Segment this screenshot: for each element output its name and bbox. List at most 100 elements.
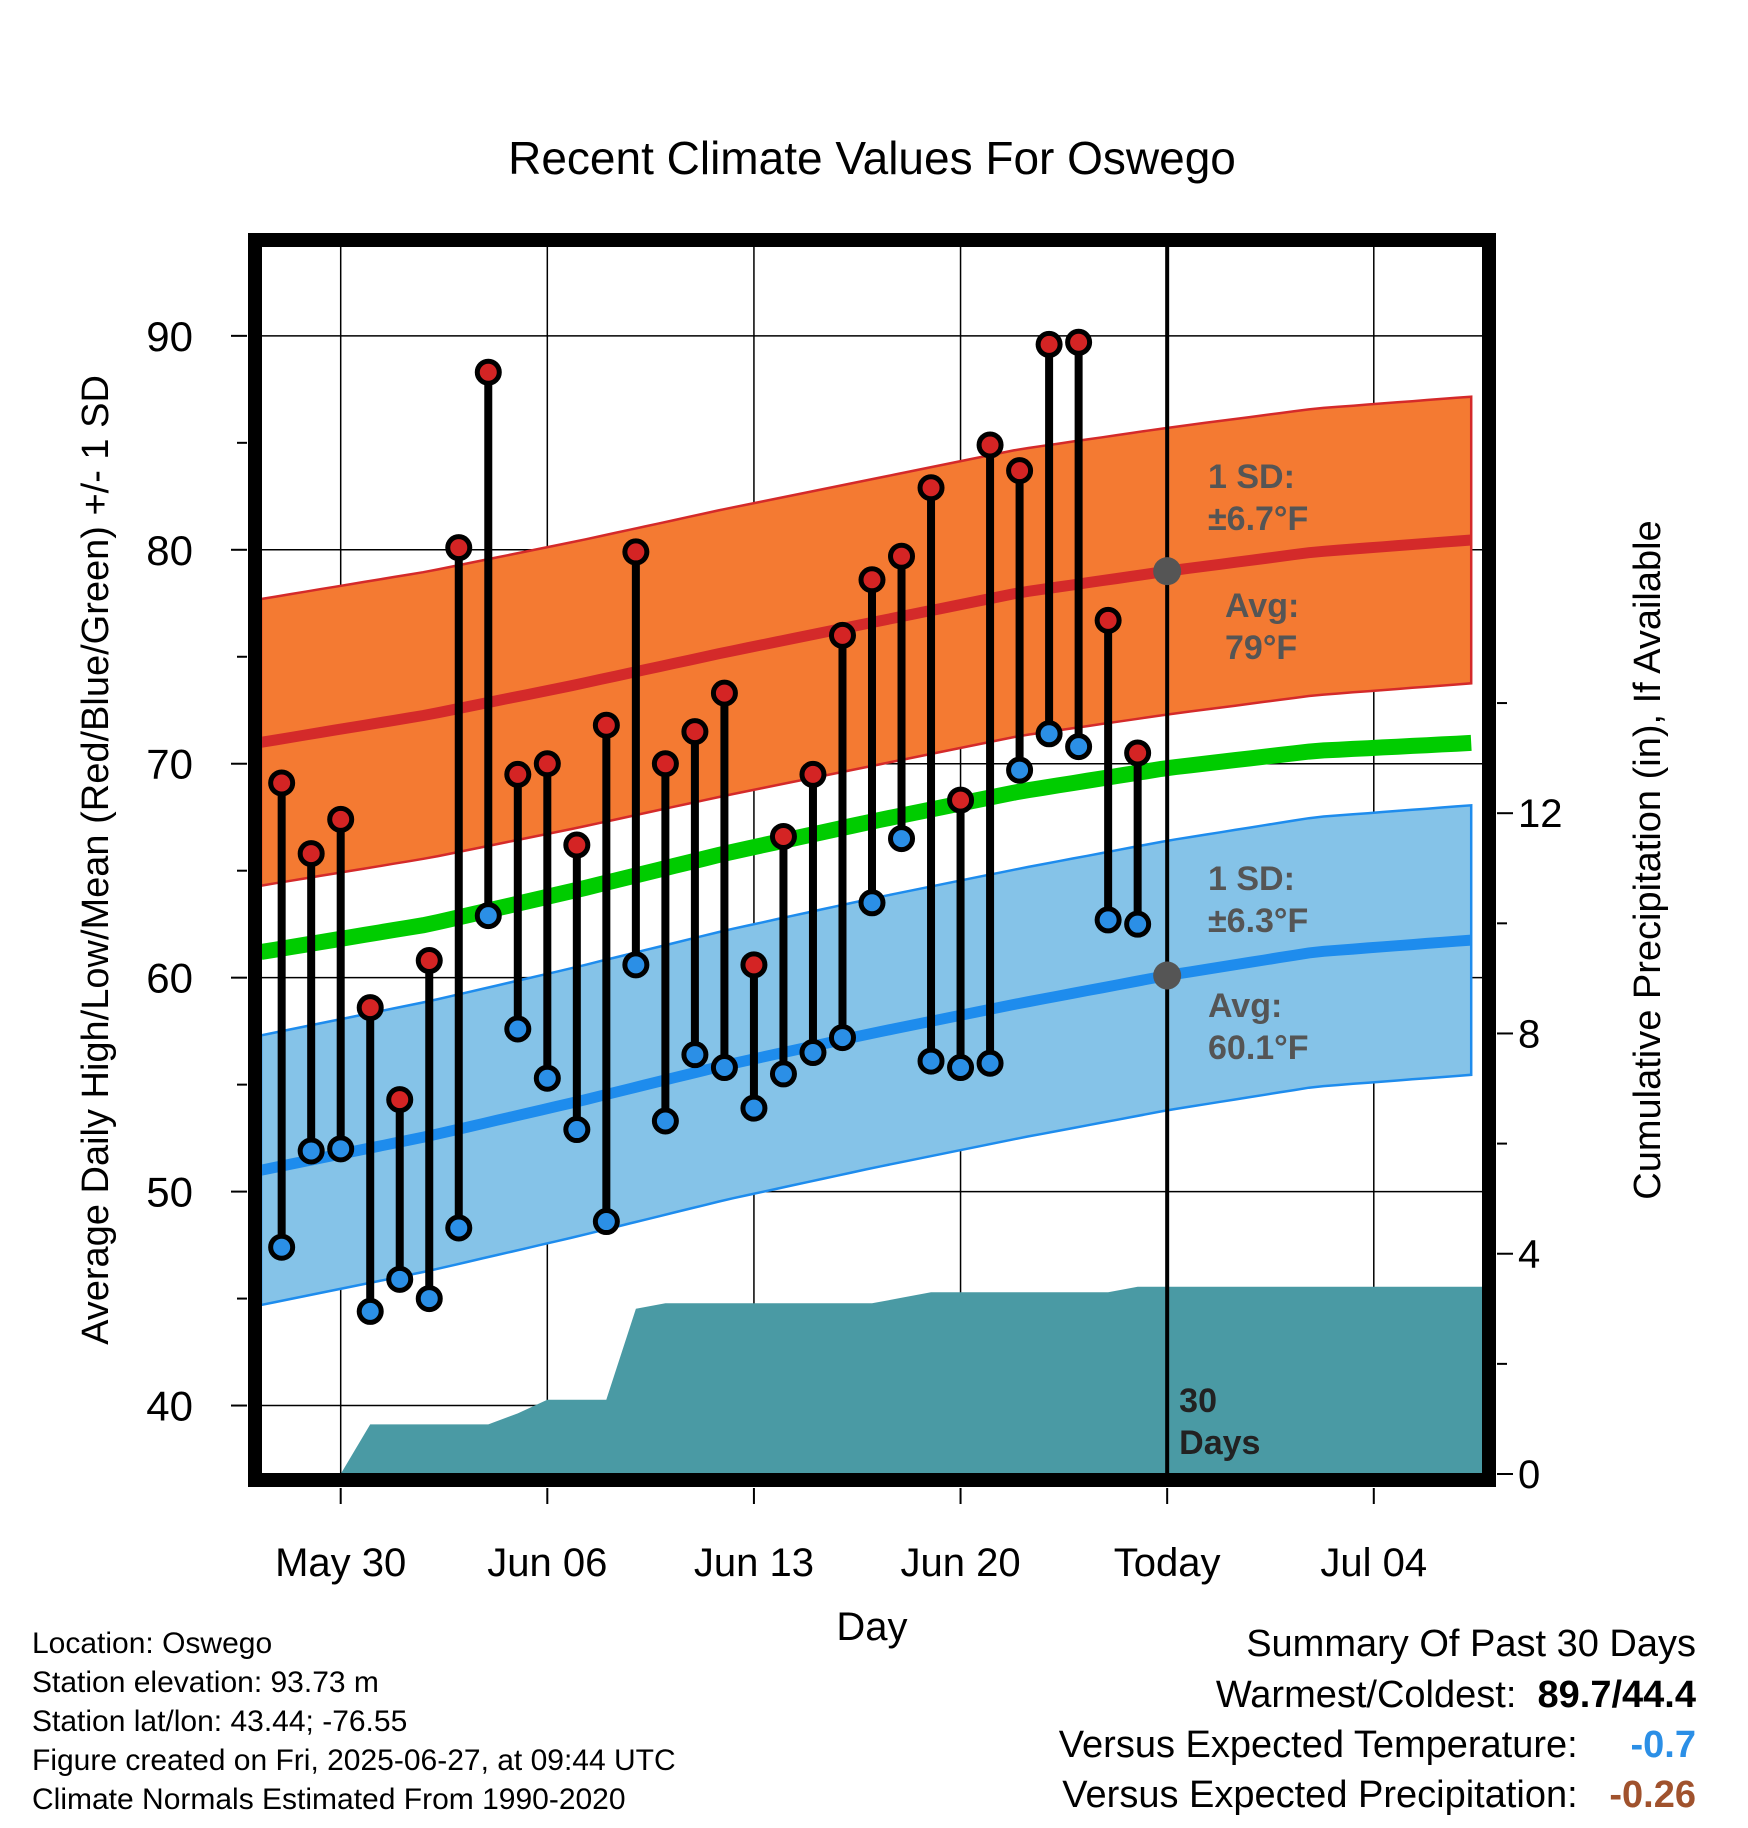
- daily-low-point: [268, 1233, 296, 1261]
- today-avg-low-marker: [1153, 961, 1182, 990]
- daily-low-point: [386, 1265, 414, 1293]
- daily-high-point: [681, 718, 709, 746]
- elevation-text: Station elevation: 93.73 m: [32, 1666, 379, 1699]
- y2-axis-label: Cumulative Precipitation (in), If Availa…: [1627, 520, 1669, 1199]
- daily-low-point: [1124, 910, 1152, 938]
- daily-high-point: [976, 431, 1004, 459]
- daily-low-point: [622, 951, 650, 979]
- daily-high-point: [592, 711, 620, 739]
- daily-low-point: [947, 1054, 975, 1082]
- high-avg-value: 79°F: [1225, 629, 1297, 667]
- daily-low-point: [504, 1015, 532, 1043]
- normals-period-text: Climate Normals Estimated From 1990-2020: [32, 1783, 626, 1816]
- daily-low-point: [858, 889, 886, 917]
- daily-high-point: [769, 822, 797, 850]
- precipitation-area: [261, 1286, 1483, 1474]
- daily-high-point: [1094, 606, 1122, 634]
- y2-tick-label: 4: [1518, 1233, 1540, 1277]
- daily-high-point: [533, 750, 561, 778]
- temperature-departure-label: Versus Expected Temperature:: [1058, 1724, 1578, 1766]
- x-tick-label: Jul 04: [1320, 1541, 1427, 1585]
- daily-low-point: [327, 1135, 355, 1163]
- axes-layer: 40 50 60 70 80 90 0 4 8 12 May 30 Jun 06 Jun 13 Jun 2…: [146, 233, 1563, 1585]
- x-tick-label: Jun 06: [487, 1541, 607, 1585]
- daily-low-point: [1035, 720, 1063, 748]
- today-days-label-2: Days: [1179, 1424, 1260, 1462]
- y-tick-label: 50: [146, 1169, 193, 1216]
- created-text: Figure created on Fri, 2025-06-27, at 09…: [32, 1744, 676, 1777]
- daily-low-point: [1094, 906, 1122, 934]
- daily-high-point: [858, 566, 886, 594]
- daily-low-point: [888, 825, 916, 853]
- daily-low-point: [1006, 756, 1034, 784]
- daily-high-point: [888, 542, 916, 570]
- daily-low-point: [474, 902, 502, 930]
- daily-high-point: [947, 786, 975, 814]
- plot-frame: [248, 233, 1496, 1487]
- summary-warmest-coldest: Warmest/Coldest: 89.7/44.4: [1216, 1675, 1696, 1715]
- precipitation-departure-value: -0.26: [1609, 1774, 1696, 1816]
- location-text: Location: Oswego: [32, 1627, 273, 1660]
- daily-range-layer: [268, 328, 1152, 1325]
- daily-high-point: [445, 534, 473, 562]
- latlon-text: Station lat/lon: 43.44; -76.55: [32, 1705, 408, 1738]
- x-tick-label: May 30: [275, 1541, 406, 1585]
- x-axis-label: Day: [836, 1605, 907, 1649]
- daily-high-point: [474, 358, 502, 386]
- daily-low-point: [533, 1064, 561, 1092]
- daily-low-point: [828, 1024, 856, 1052]
- low-sd-value: ±6.3°F: [1208, 902, 1308, 940]
- x-tick-label: Jun 20: [900, 1541, 1020, 1585]
- summary-precipitation: Versus Expected Precipitation: -0.26: [1062, 1775, 1696, 1815]
- low-sd-label: 1 SD:: [1208, 860, 1295, 898]
- daily-low-point: [799, 1039, 827, 1067]
- daily-high-point: [1124, 739, 1152, 767]
- daily-low-point: [356, 1297, 384, 1325]
- x-tick-label: Jun 13: [694, 1541, 814, 1585]
- daily-high-point: [327, 805, 355, 833]
- annotation-layer: 1 SD: ±6.7°F Avg: 79°F 1 SD: ±6.3°F Avg: 60.1°F: [1153, 458, 1309, 1067]
- daily-high-point: [1006, 457, 1034, 485]
- high-avg-label: Avg:: [1225, 587, 1299, 625]
- chart-title: Recent Climate Values For Oswego: [508, 132, 1236, 184]
- daily-low-point: [651, 1107, 679, 1135]
- y2-tick-label: 12: [1518, 792, 1563, 836]
- temperature-departure-value: -0.7: [1630, 1724, 1696, 1766]
- daily-high-point: [917, 474, 945, 502]
- daily-high-point: [740, 951, 768, 979]
- daily-high-point: [1065, 328, 1093, 356]
- daily-low-point: [769, 1060, 797, 1088]
- low-avg-label: Avg:: [1208, 987, 1282, 1025]
- daily-low-point: [297, 1137, 325, 1165]
- today-layer: 30 Days: [1165, 246, 1260, 1474]
- summary-temperature: Versus Expected Temperature: -0.7: [1059, 1725, 1696, 1765]
- x-tick-label: Today: [1114, 1541, 1221, 1585]
- daily-high-point: [799, 760, 827, 788]
- y-tick-label: 40: [146, 1383, 193, 1430]
- daily-low-point: [563, 1116, 591, 1144]
- daily-high-point: [504, 760, 532, 788]
- daily-high-point: [563, 831, 591, 859]
- y-tick-label: 60: [146, 955, 193, 1002]
- daily-high-point: [828, 621, 856, 649]
- daily-low-point: [592, 1208, 620, 1236]
- precipitation-departure-label: Versus Expected Precipitation:: [1062, 1774, 1578, 1816]
- y-tick-label: 80: [146, 527, 193, 574]
- today-days-label-1: 30: [1179, 1382, 1217, 1420]
- daily-high-point: [622, 538, 650, 566]
- high-sd-value: ±6.7°F: [1208, 500, 1308, 538]
- summary-heading: Summary Of Past 30 Days: [1246, 1623, 1696, 1665]
- low-avg-value: 60.1°F: [1208, 1029, 1309, 1067]
- y2-tick-label: 0: [1518, 1453, 1540, 1497]
- daily-low-point: [415, 1285, 443, 1313]
- daily-high-point: [297, 840, 325, 868]
- y-tick-label: 90: [146, 313, 193, 360]
- y-axis-label: Average Daily High/Low/Mean (Red/Blue/Gr…: [75, 375, 117, 1345]
- y2-tick-label: 8: [1518, 1012, 1540, 1056]
- daily-low-point: [976, 1049, 1004, 1077]
- y-tick-label: 70: [146, 741, 193, 788]
- daily-low-point: [917, 1047, 945, 1075]
- warmest-coldest-value: 89.7/44.4: [1537, 1674, 1696, 1716]
- daily-low-point: [710, 1054, 738, 1082]
